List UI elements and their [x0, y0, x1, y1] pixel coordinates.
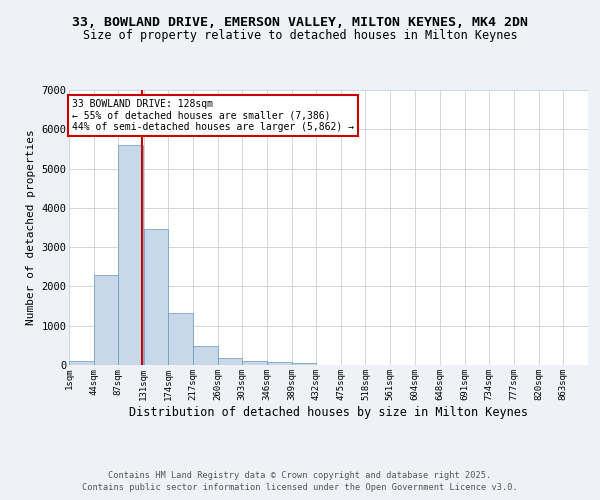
Text: Contains HM Land Registry data © Crown copyright and database right 2025.: Contains HM Land Registry data © Crown c… — [109, 472, 491, 480]
X-axis label: Distribution of detached houses by size in Milton Keynes: Distribution of detached houses by size … — [129, 406, 528, 418]
Bar — [218, 358, 242, 365]
Bar — [143, 230, 168, 365]
Bar — [168, 313, 193, 365]
Bar — [69, 361, 94, 365]
Text: Size of property relative to detached houses in Milton Keynes: Size of property relative to detached ho… — [83, 28, 517, 42]
Bar — [193, 346, 218, 365]
Text: Contains public sector information licensed under the Open Government Licence v3: Contains public sector information licen… — [82, 482, 518, 492]
Y-axis label: Number of detached properties: Number of detached properties — [26, 130, 35, 326]
Bar — [242, 362, 267, 365]
Bar — [94, 274, 118, 365]
Bar — [292, 364, 316, 365]
Bar — [267, 362, 292, 365]
Bar — [118, 145, 143, 365]
Text: 33, BOWLAND DRIVE, EMERSON VALLEY, MILTON KEYNES, MK4 2DN: 33, BOWLAND DRIVE, EMERSON VALLEY, MILTO… — [72, 16, 528, 29]
Text: 33 BOWLAND DRIVE: 128sqm
← 55% of detached houses are smaller (7,386)
44% of sem: 33 BOWLAND DRIVE: 128sqm ← 55% of detach… — [72, 98, 354, 132]
